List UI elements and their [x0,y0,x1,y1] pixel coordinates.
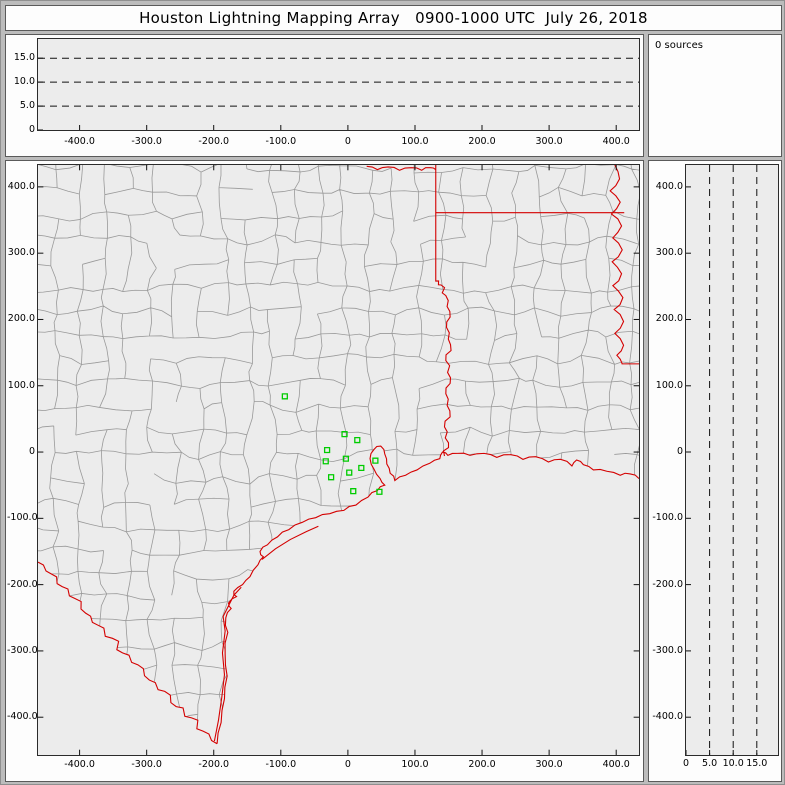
ew-x-tick-label: 0 [344,136,351,147]
state-borders-coastline [38,165,639,744]
ns-y-tick-label: 100.0 [655,379,683,391]
ew-x-tick-label: 400.0 [602,136,630,147]
map-x-tick-label: -200.0 [198,759,230,770]
lma-station-marker [355,438,360,443]
alt-y-tick-label: 5.0 [19,100,35,112]
map-x-tick-label: 0 [344,759,351,770]
altitude-ew-panel: 15.0 10.0 5.0 0 -400.0 -300.0 -200.0 -100.0 0 100… [5,34,644,157]
ew-x-tick-label: 300.0 [535,136,563,147]
map-y-tick-label: -100.0 [7,512,38,524]
plan-view-map [37,164,640,756]
map-y-tick-label: 100.0 [7,379,35,391]
map-y-tick-label: -300.0 [7,644,38,656]
map-y-tick-label: 400.0 [7,180,35,192]
lma-station-marker [342,432,347,437]
alt-x-tick-label: 0 [682,758,690,769]
ns-y-tick-label: -400.0 [652,711,683,723]
ns-y-tick-label: -100.0 [652,512,683,524]
alt-y-tick-label: 10.0 [13,76,35,88]
county-boundaries-layer [38,165,639,755]
map-y-tick-label: -200.0 [7,578,38,590]
ew-x-tick-label: -100.0 [265,136,297,147]
map-y-tick-label: 200.0 [7,313,35,325]
ew-x-tick-label: -300.0 [131,136,162,147]
map-y-tick-label: 0 [28,446,35,458]
map-tick-marks [38,165,639,755]
alt-x-tick-label: 5.0 [702,758,718,769]
lma-station-marker [359,466,364,471]
lma-station-marker [282,394,287,399]
ew-x-tick-label: 200.0 [468,136,496,147]
sources-panel: 0 sources [648,34,782,157]
lma-station-marker [347,470,352,475]
map-x-tick-label: -100.0 [265,759,297,770]
sources-count: 0 sources [655,40,703,51]
ns-y-tick-label: 200.0 [655,313,683,325]
plan-view-panel: 400.0 300.0 200.0 100.0 0 -100.0 -200.0 -300.0 -… [5,160,644,782]
map-x-tick-label: 400.0 [602,759,630,770]
map-y-tick-label: 300.0 [7,247,35,259]
lma-station-marker [323,459,328,464]
lma-station-marker [325,448,330,453]
lma-station-marker [343,456,348,461]
ns-y-tick-label: -300.0 [652,644,683,656]
alt-x-tick-label: 15.0 [746,758,768,769]
map-x-tick-label: -400.0 [64,759,95,770]
station-markers-layer [282,394,382,494]
alt-y-tick-label: 0 [28,124,35,135]
ns-y-tick-label: 300.0 [655,247,683,259]
altitude-ns-plot [685,164,779,756]
map-x-tick-label: -300.0 [131,759,162,770]
altitude-ew-canvas [38,57,639,130]
ns-y-tick-label: -200.0 [652,578,683,590]
map-y-tick-label: -400.0 [7,711,38,723]
map-x-tick-label: 100.0 [401,759,429,770]
altitude-ew-plot [37,38,640,131]
altitude-ns-panel: 400.0 300.0 200.0 100.0 0 -100.0 -200.0 -300.0 -… [648,160,782,782]
ew-x-tick-label: 100.0 [401,136,429,147]
lma-station-marker [329,475,334,480]
ew-x-tick-label: -200.0 [198,136,230,147]
alt-x-tick-label: 10.0 [722,758,744,769]
ew-x-tick-label: -400.0 [64,136,95,147]
alt-y-tick-label: 15.0 [13,52,35,64]
altitude-ns-canvas [686,165,758,755]
lma-station-marker [351,489,356,494]
page-title: Houston Lightning Mapping Array 0900-100… [139,9,648,27]
ns-y-tick-label: 0 [676,446,683,458]
lma-station-marker [377,489,382,494]
plan-view-canvas [38,165,639,755]
ns-y-tick-label: 400.0 [655,180,683,192]
map-x-tick-label: 200.0 [468,759,496,770]
map-x-tick-label: 300.0 [535,759,563,770]
lma-station-marker [373,458,378,463]
title-bar: Houston Lightning Mapping Array 0900-100… [5,5,782,31]
